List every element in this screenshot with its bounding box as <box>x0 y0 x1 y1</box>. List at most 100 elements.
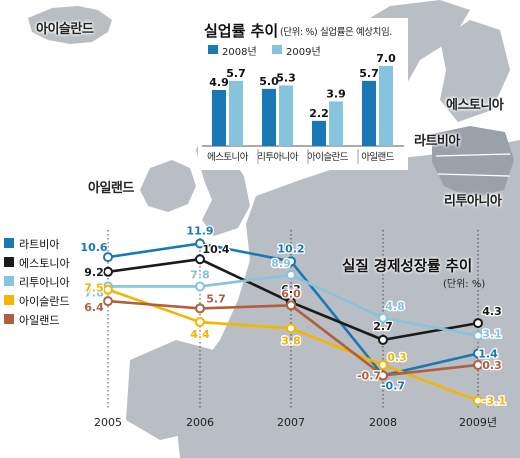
bar-value-label: 5.3 <box>276 71 296 84</box>
legend-label-estonia: 에스토니아 <box>19 257 70 270</box>
growth-chart-unit: (단위: %) <box>443 279 486 290</box>
series-point <box>473 348 483 359</box>
legend-swatch-lithuania <box>4 276 14 286</box>
series-point <box>103 266 113 277</box>
legend-label-2009: 2009년 <box>286 47 321 58</box>
bar-2008-1 <box>262 88 276 146</box>
data-label: 11.9 <box>186 225 213 238</box>
data-label: 5.7 <box>206 292 226 305</box>
unemployment-chart-note: (단위: %) 실업률은 예상치임. <box>280 27 392 38</box>
data-label: 2.7 <box>373 320 393 333</box>
unemployment-chart-title: 실업률 추이 <box>204 22 279 40</box>
series-point <box>103 252 113 263</box>
data-label: 3.1 <box>482 328 502 341</box>
bar-value-label: 5.7 <box>359 67 379 80</box>
bar-value-label: 2.2 <box>309 107 329 120</box>
legend-swatch-iceland <box>4 295 14 305</box>
data-label: 4.3 <box>482 305 502 318</box>
data-label: -3.1 <box>482 395 506 408</box>
bar-2009-1 <box>279 85 293 146</box>
data-label: 4.8 <box>385 300 405 313</box>
data-label: 1.4 <box>478 347 498 360</box>
growth-chart-title: 실질 경제성장률 추이 <box>342 259 473 275</box>
bar-2008-2 <box>312 120 326 146</box>
data-label: -0.7 <box>357 369 381 382</box>
bar-value-label: 7.0 <box>376 52 396 65</box>
bar-2009-3 <box>379 66 393 146</box>
iberia-shape <box>126 340 222 440</box>
map-label-ireland: 아일랜드 <box>88 181 134 196</box>
legend-label-ireland: 아일랜드 <box>19 314 60 327</box>
series-point <box>195 238 205 249</box>
series-point <box>195 254 205 265</box>
series-point <box>378 359 388 370</box>
series-point <box>103 296 113 307</box>
series-point <box>195 303 205 314</box>
legend-swatch-2009 <box>272 45 282 54</box>
data-label: -0.7 <box>381 379 405 392</box>
series-point <box>286 300 296 311</box>
legend-label-latvia: 라트비아 <box>19 238 60 251</box>
data-label: 7.8 <box>84 286 104 299</box>
finland-shape <box>440 20 510 122</box>
bar-2009-0 <box>229 80 243 146</box>
series-point <box>378 370 388 381</box>
series-point <box>473 318 483 329</box>
data-label: 6.4 <box>84 301 104 314</box>
series-point <box>473 395 483 406</box>
data-label: 8.9 <box>271 257 291 270</box>
data-label: 7.8 <box>190 268 210 281</box>
bar-2008-0 <box>212 90 226 146</box>
bar-2009-2 <box>329 101 343 146</box>
bar-value-label: 5.0 <box>259 75 279 88</box>
map-label-iceland: 아이슬란드 <box>36 22 94 37</box>
iceland-shape <box>28 6 112 44</box>
map-label-latvia: 라트비아 <box>414 134 460 149</box>
data-label: 3.8 <box>281 334 301 347</box>
data-label: 0.3 <box>387 351 407 364</box>
bar-value-label: 3.9 <box>326 87 346 100</box>
unemployment-chart-panel: 실업률 추이 (단위: %) 실업률은 예상치임. 2008년 2009년 4.… <box>198 18 408 170</box>
series-point <box>473 330 483 341</box>
x-tick-label: 2008 <box>369 416 397 429</box>
legend-swatch-estonia <box>4 257 14 267</box>
data-label: 10.2 <box>277 242 304 255</box>
map-label-estonia: 에스토니아 <box>446 98 504 113</box>
continent-shape <box>176 140 520 458</box>
bar-value-label: 4.9 <box>209 76 229 89</box>
series-point <box>195 317 205 328</box>
data-label: 4.4 <box>190 328 210 341</box>
bar-category-label: 에스토니아 <box>207 152 249 163</box>
data-label: 10.4 <box>202 243 229 256</box>
legend-label-iceland: 아이슬란드 <box>19 295 70 308</box>
bar-category-label: 아일랜드 <box>361 152 394 163</box>
data-label: 7.5 <box>84 282 104 295</box>
data-label: 6.0 <box>281 287 301 300</box>
ireland-shape <box>140 160 196 212</box>
series-point <box>195 281 205 292</box>
bar-category-label: 아이슬란드 <box>307 151 349 163</box>
data-label: 10.6 <box>80 241 107 254</box>
map-label-lithuania: 리투아니아 <box>444 194 502 209</box>
legend-swatch-2008 <box>208 45 218 54</box>
series-point <box>286 256 296 267</box>
series-point <box>473 359 483 370</box>
legend-swatch-latvia <box>4 238 14 248</box>
bar-category-label: 리투아니아 <box>257 152 299 163</box>
bar-2008-3 <box>362 80 376 146</box>
data-label: 0.3 <box>482 359 502 372</box>
series-point <box>103 284 113 295</box>
legend-swatch-ireland <box>4 314 14 324</box>
series-point <box>286 269 296 280</box>
baltic-states-shape <box>432 126 514 198</box>
series-point <box>286 323 296 334</box>
unemployment-bar-plot: 4.95.7에스토니아5.05.3리투아니아2.23.9아이슬란드5.77.0아… <box>202 52 404 164</box>
legend-label-2008: 2008년 <box>222 47 257 58</box>
x-tick-label: 2006 <box>186 416 214 429</box>
data-label: 6.3 <box>281 283 301 296</box>
series-point <box>378 334 388 345</box>
x-tick-label: 2005 <box>94 416 122 429</box>
series-point <box>378 312 388 323</box>
